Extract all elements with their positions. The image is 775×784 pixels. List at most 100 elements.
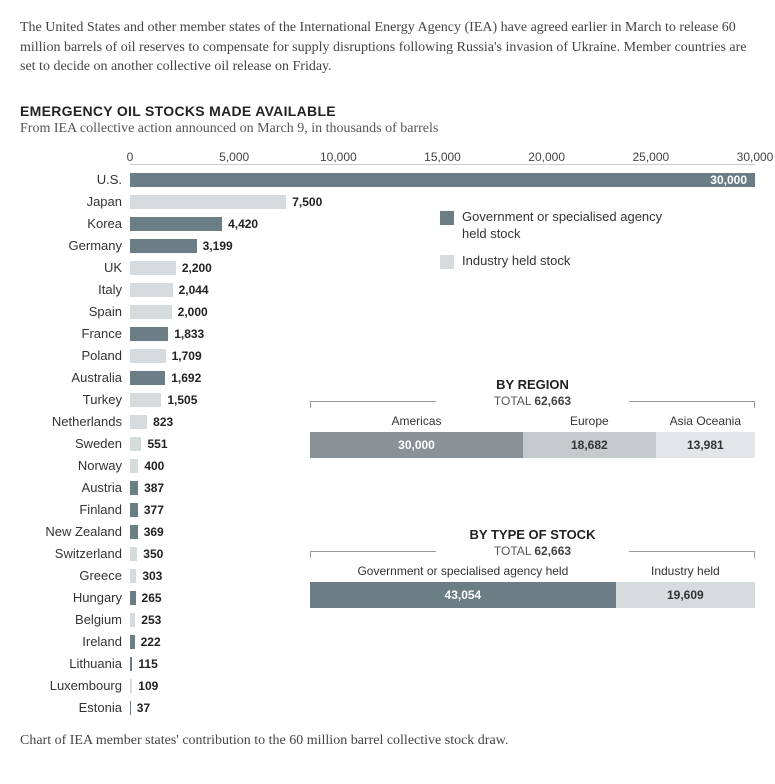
bar [130,503,138,517]
bar-row: Finland 377 [20,499,755,521]
bar-country-label: UK [20,260,130,275]
bar-country-label: Italy [20,282,130,297]
bar [130,613,135,627]
bar-country-label: Luxembourg [20,678,130,693]
stacked-header: Europe [523,414,656,428]
bar-track: 2,044 [130,282,755,298]
stacked-segment: 19,609 [616,582,755,608]
bar-country-label: Korea [20,216,130,231]
bar-row: Spain 2,000 [20,301,755,323]
bar-track: 400 [130,458,755,474]
panel-total-value: 62,663 [534,544,571,558]
panel-total-label: TOTAL [494,544,534,558]
bar-value: 7,500 [292,194,322,210]
legend: Government or specialised agency held st… [440,209,670,280]
bar-country-label: New Zealand [20,524,130,539]
bar-row: Norway400 [20,455,755,477]
bar-row: Estonia37 [20,697,755,719]
stacked-segment: 30,000 [310,432,523,458]
bar [130,635,135,649]
panel-title: BY TYPE OF STOCK [310,527,755,542]
bar-row: France1,833 [20,323,755,345]
panel-total-value: 62,663 [534,394,571,408]
bar-value: 400 [144,458,164,474]
bar-country-label: Poland [20,348,130,363]
stacked-header: Industry held [616,564,755,578]
bar-country-label: Belgium [20,612,130,627]
bar-value: 377 [144,502,164,518]
bar-value: 387 [144,480,164,496]
bar-country-label: Estonia [20,700,130,715]
bar [130,173,755,187]
bar [130,371,165,385]
stacked-headers: AmericasEuropeAsia Oceania [310,414,755,428]
stacked-segment: 43,054 [310,582,616,608]
bar-value: 222 [141,634,161,650]
panel-total: TOTAL 62,663 [310,394,755,408]
chart-subtitle: From IEA collective action announced on … [20,121,755,137]
stacked-segment: 18,682 [523,432,656,458]
bar-country-label: Spain [20,304,130,319]
by-region-panel: BY REGION TOTAL 62,663 AmericasEuropeAsia … [310,377,755,458]
bar-track: 1,833 [130,326,755,342]
bar-track: 253 [130,612,755,628]
legend-swatch [440,211,454,225]
bar-value: 1,505 [167,392,197,408]
bar-row: Lithuania 115 [20,653,755,675]
x-axis: 05,00010,00015,00020,00025,00030,000 [130,147,755,165]
bar-value: 115 [138,656,157,672]
bar-value: 253 [141,612,161,628]
legend-label: Industry held stock [462,253,570,270]
panel-title: BY REGION [310,377,755,392]
by-type-panel: BY TYPE OF STOCK TOTAL 62,663 Government o… [310,527,755,608]
bar-value: 30,000 [710,172,755,188]
chart-title: EMERGENCY OIL STOCKS MADE AVAILABLE [20,103,755,119]
bar [130,283,173,297]
stacked-bar: 43,05419,609 [310,582,755,608]
bar-country-label: Turkey [20,392,130,407]
bar-value: 823 [153,414,173,430]
bar [130,437,141,451]
bar [130,481,138,495]
bar [130,217,222,231]
stacked-header: Asia Oceania [656,414,755,428]
legend-swatch [440,255,454,269]
bar [130,415,147,429]
bar [130,349,166,363]
bar [130,305,172,319]
bar-value: 1,833 [174,326,204,342]
axis-tick: 15,000 [424,150,461,164]
axis-tick: 30,000 [737,150,774,164]
bar-country-label: Hungary [20,590,130,605]
bar [130,547,137,561]
bar-track: 2,000 [130,304,755,320]
bar-value: 265 [142,590,162,606]
stacked-headers: Government or specialised agency heldInd… [310,564,755,578]
bar-value: 109 [138,678,158,694]
bar-row: Austria 387 [20,477,755,499]
bar-value: 2,000 [178,304,208,320]
bar-row: Italy 2,044 [20,279,755,301]
bar [130,393,161,407]
bar-country-label: Austria [20,480,130,495]
bar-track: 387 [130,480,755,496]
stacked-header: Americas [310,414,523,428]
bar [130,569,136,583]
bar-country-label: Ireland [20,634,130,649]
bar [130,327,168,341]
bar [130,195,286,209]
bar-country-label: Greece [20,568,130,583]
bar-country-label: Germany [20,238,130,253]
bar-value: 551 [147,436,167,452]
bar-country-label: Finland [20,502,130,517]
bar-country-label: Switzerland [20,546,130,561]
bar-value: 369 [144,524,164,540]
panel-total: TOTAL 62,663 [310,544,755,558]
bar-country-label: U.S. [20,172,130,187]
bar-value: 3,199 [203,238,233,254]
bar-country-label: Lithuania [20,656,130,671]
bar-value: 2,044 [179,282,209,298]
bar-value: 350 [143,546,163,562]
bar-track: 109 [130,678,755,694]
axis-tick: 10,000 [320,150,357,164]
